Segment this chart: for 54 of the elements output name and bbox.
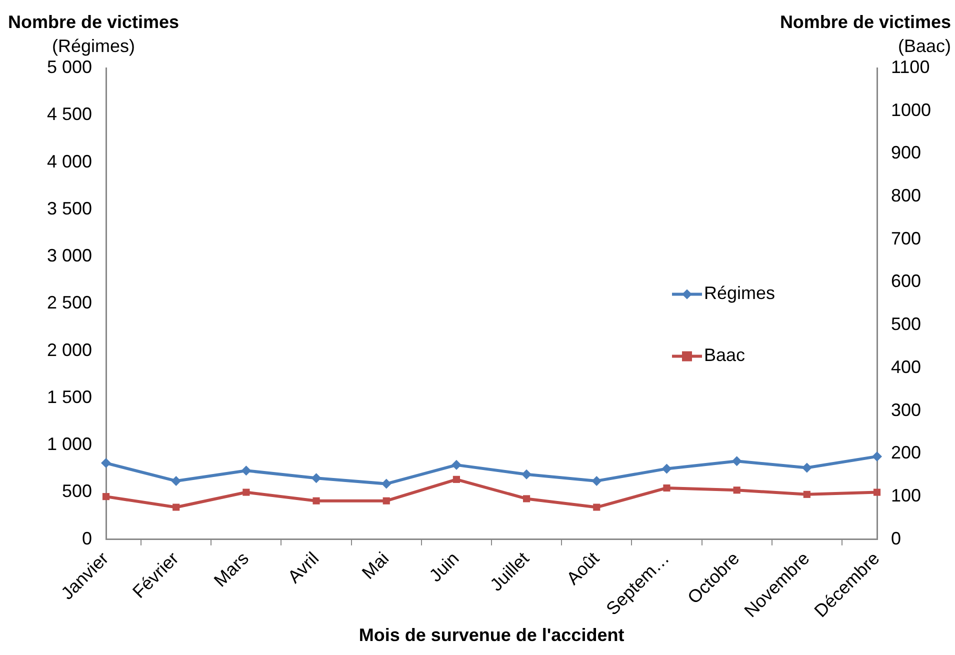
point <box>312 497 320 504</box>
point <box>242 488 250 496</box>
y2-tick-label: 600 <box>891 271 922 292</box>
point <box>872 451 882 462</box>
point <box>662 464 672 474</box>
point <box>663 484 670 492</box>
y2-tick-label: 900 <box>891 142 922 163</box>
y-axis-title: Nombre de victimes (Régimes) <box>8 11 180 56</box>
y2-tick-label: 800 <box>891 186 922 206</box>
y-tick-label: 3 500 <box>46 198 92 218</box>
point <box>523 495 530 502</box>
y-tick-label: 4 500 <box>46 104 92 124</box>
point <box>101 458 111 468</box>
y2-tick-label: 200 <box>891 442 922 463</box>
point <box>593 504 600 511</box>
y-tick-label: 3 000 <box>46 246 92 266</box>
y2-tick-label: 400 <box>891 356 922 377</box>
point <box>873 488 881 496</box>
x-axis-title: Mois de survenue de l'accident <box>358 625 624 646</box>
y-tick-label: 0 <box>82 528 92 548</box>
point <box>452 476 460 483</box>
point <box>803 490 810 498</box>
y-tick-label: 1 000 <box>46 434 92 454</box>
y-tick-label: 2 000 <box>46 340 92 360</box>
y-tick-label: 5 000 <box>46 56 92 77</box>
point <box>171 476 182 486</box>
point <box>382 497 390 504</box>
y2-axis-title: Nombre de victimes (Baac) <box>780 11 951 56</box>
y2-tick-label: 300 <box>891 400 922 420</box>
point <box>311 473 322 484</box>
y2-tick-label: 0 <box>891 528 902 548</box>
y-tick-label: 4 000 <box>46 151 92 172</box>
x-tick-label: Mai <box>358 548 393 583</box>
y2-tick-label: 100 <box>891 486 922 506</box>
y2-tick-label: 1000 <box>891 100 932 120</box>
x-tick-label: Juin <box>425 548 463 586</box>
point <box>172 504 180 511</box>
y-tick-label: 1 500 <box>46 386 92 407</box>
legend-label: Régimes <box>704 283 776 304</box>
y2-tick-label: 1100 <box>891 56 930 77</box>
y-tick-label: 2 500 <box>46 292 92 313</box>
point <box>241 466 252 476</box>
point <box>733 486 740 494</box>
legend-label: Baac <box>704 345 746 366</box>
point <box>802 462 812 473</box>
point <box>451 460 462 470</box>
y-tick-label: 500 <box>62 481 92 502</box>
y2-tick-label: 500 <box>891 314 922 334</box>
point <box>592 476 602 486</box>
point <box>381 478 392 489</box>
point <box>732 456 742 466</box>
y2-tick-label: 700 <box>891 228 922 248</box>
point <box>102 493 110 500</box>
point <box>522 469 532 480</box>
